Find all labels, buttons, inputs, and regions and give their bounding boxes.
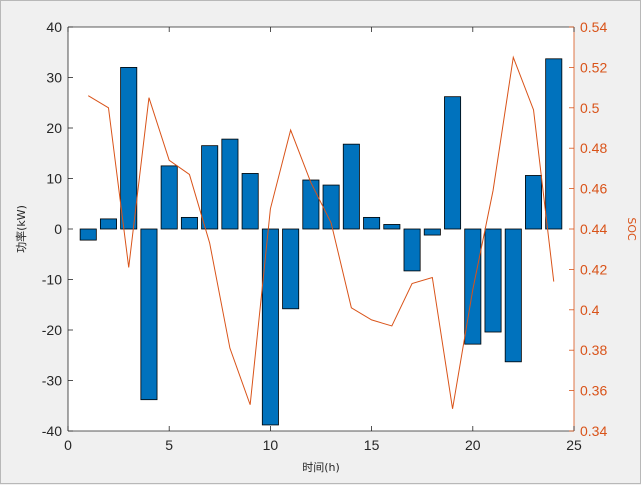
y2-tick-label: 0.4 xyxy=(580,302,600,318)
bar xyxy=(504,228,522,363)
bar xyxy=(464,228,482,345)
y2-axis-label: SOC xyxy=(625,217,638,241)
x-tick-label: 0 xyxy=(64,437,72,453)
y2-tick-label: 0.52 xyxy=(580,59,607,75)
bar-series xyxy=(79,58,563,426)
y2-tick-label: 0.34 xyxy=(580,423,607,439)
bar xyxy=(241,173,259,230)
bar xyxy=(79,228,97,241)
x-tick-label: 25 xyxy=(566,437,582,453)
y-tick-label: -20 xyxy=(42,322,62,338)
y-tick-label: 40 xyxy=(46,19,62,35)
bar xyxy=(261,228,279,426)
x-axis-label: 时间(h) xyxy=(302,461,340,474)
y2-tick-label: 0.54 xyxy=(580,19,607,35)
y2-tick-label: 0.44 xyxy=(580,221,607,237)
y2-tick-label: 0.46 xyxy=(580,181,607,197)
y2-tick-label: 0.48 xyxy=(580,140,607,156)
x-tick-label: 10 xyxy=(263,437,279,453)
y-tick-label: 20 xyxy=(46,120,62,136)
bar xyxy=(160,165,178,230)
x-tick-label: 5 xyxy=(165,437,173,453)
bar xyxy=(120,67,138,230)
bar xyxy=(423,228,441,236)
y-tick-label: -30 xyxy=(42,373,62,389)
y-tick-label: -40 xyxy=(42,423,62,439)
y-tick-label: 10 xyxy=(46,171,62,187)
bar xyxy=(201,145,219,230)
bar xyxy=(342,143,360,230)
bar xyxy=(403,228,421,272)
bar xyxy=(99,218,117,230)
axes: 0 5 10 15 20 25 -40 -30 -20 -10 0 10 20 30 40 0.34 0.36 0… xyxy=(42,19,608,453)
bar xyxy=(525,175,543,230)
soc-line xyxy=(87,55,555,409)
y2-tick-label: 0.38 xyxy=(580,342,607,358)
bar xyxy=(444,96,462,230)
bar xyxy=(282,228,300,310)
x-tick-label: 15 xyxy=(364,437,380,453)
y-tick-label: 30 xyxy=(46,70,62,86)
y-axis-label: 功率(kW) xyxy=(14,205,28,253)
bar xyxy=(484,228,502,333)
line-series xyxy=(87,55,555,409)
bar xyxy=(302,179,320,230)
bar xyxy=(383,224,401,230)
bar xyxy=(180,216,198,230)
bar xyxy=(363,216,381,230)
y-tick-label: 0 xyxy=(54,221,62,237)
bar xyxy=(545,58,563,230)
y2-tick-label: 0.36 xyxy=(580,383,607,399)
x-tick-label: 20 xyxy=(465,437,481,453)
y-tick-label: -10 xyxy=(42,272,62,288)
bar xyxy=(140,228,158,401)
bar xyxy=(221,138,239,230)
y2-tick-label: 0.42 xyxy=(580,261,607,277)
y2-tick-label: 0.5 xyxy=(580,100,600,116)
